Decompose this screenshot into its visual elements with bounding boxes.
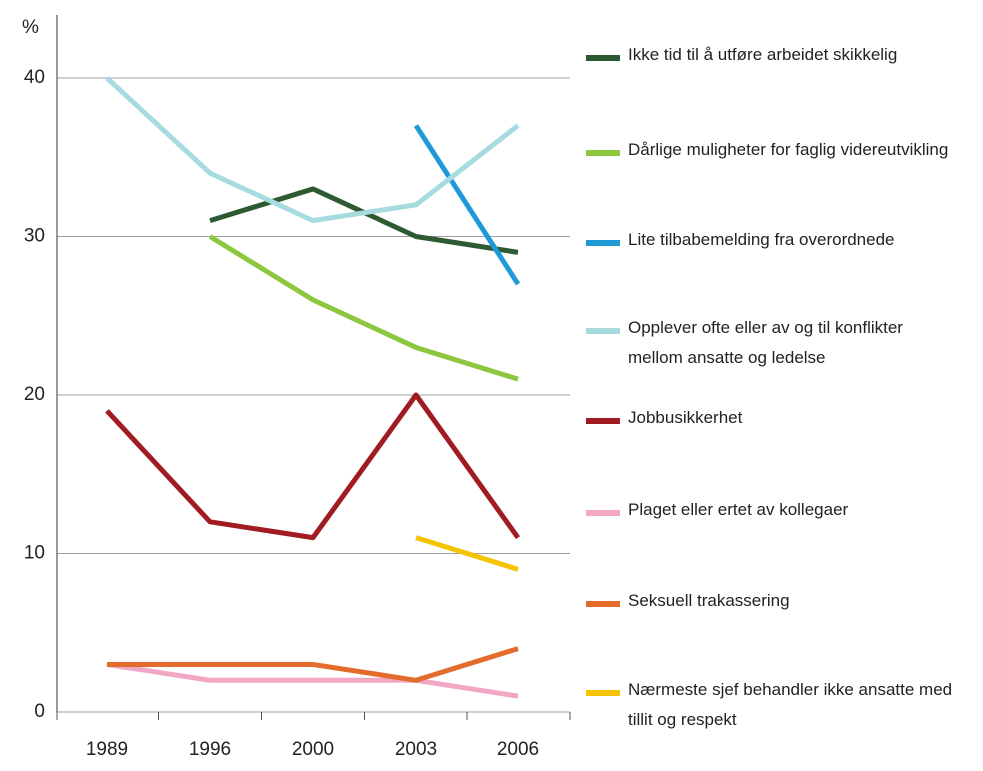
x-tick-label: 2003 [395, 739, 437, 760]
y-tick-label: 30 [24, 226, 45, 247]
legend-entry: Dårlige muligheter for faglig videreutvi… [586, 140, 976, 165]
y-tick-label: 10 [24, 543, 45, 564]
legend-entry: Lite tilbabemelding fra overordnede [586, 230, 976, 255]
x-tick-label: 2006 [497, 739, 539, 760]
series-line [415, 535, 519, 572]
legend-label: Nærmeste sjef behandler ikke ansatte med… [628, 680, 953, 729]
legend-label: Lite tilbabemelding fra overordnede [628, 230, 895, 249]
legend-swatch [586, 601, 620, 607]
legend-swatch [586, 690, 620, 696]
legend-label: Ikke tid til å utføre arbeidet skikkelig [628, 45, 898, 64]
legend-swatch [586, 55, 620, 61]
y-tick-label: 40 [24, 67, 45, 88]
legend-entry: Ikke tid til å utføre arbeidet skikkelig [586, 45, 976, 70]
y-tick-label: 20 [24, 384, 45, 405]
legend-swatch [586, 328, 620, 334]
legend-entry: Jobbusikkerhet [586, 408, 976, 433]
series-line [107, 646, 519, 683]
series-line [209, 186, 519, 255]
legend-swatch [586, 510, 620, 516]
x-tick-label: 1989 [86, 739, 128, 760]
series-line [105, 76, 520, 224]
legend-swatch [586, 150, 620, 156]
x-tick-label: 1996 [189, 739, 231, 760]
series-line [208, 234, 519, 382]
legend-swatch [586, 240, 620, 246]
legend-entry: Plaget eller ertet av kollegaer [586, 500, 976, 525]
series-line [105, 392, 521, 541]
legend-entry: Seksuell trakassering [586, 591, 976, 616]
y-axis-label: % [22, 17, 39, 38]
legend-label: Seksuell trakassering [628, 591, 790, 610]
y-tick-label: 0 [34, 701, 45, 722]
legend-swatch [586, 418, 620, 424]
legend-label: Plaget eller ertet av kollegaer [628, 500, 849, 519]
legend-entry: Nærmeste sjef behandler ikke ansatte med… [586, 680, 976, 735]
series-line [413, 124, 521, 286]
legend-label: Jobbusikkerhet [628, 408, 743, 427]
x-tick-label: 2000 [292, 739, 334, 760]
series-line [106, 661, 519, 699]
legend-label: Dårlige muligheter for faglig videreutvi… [628, 140, 949, 159]
legend-entry: Opplever ofte eller av og til konflikter… [586, 318, 976, 373]
legend-label: Opplever ofte eller av og til konflikter… [628, 318, 903, 367]
